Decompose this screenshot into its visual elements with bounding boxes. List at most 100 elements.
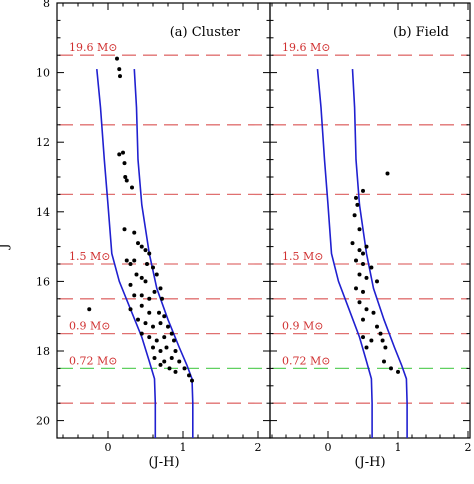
star-point bbox=[139, 303, 144, 308]
panel-field: (b) Field (J-H) 19.6 M⊙ 1.5 M⊙ 0.9 M⊙ 0.72 … bbox=[269, 2, 472, 470]
star-point bbox=[162, 359, 167, 364]
y-tick-label: 20 bbox=[36, 415, 50, 428]
star-point bbox=[154, 272, 159, 277]
x-tick-label: 0 bbox=[105, 441, 112, 454]
y-tick-label: 18 bbox=[36, 345, 50, 358]
star-point bbox=[364, 244, 369, 249]
star-point bbox=[117, 152, 122, 157]
star-point bbox=[375, 324, 379, 329]
star-point bbox=[157, 310, 161, 315]
star-point bbox=[124, 258, 129, 263]
star-point bbox=[166, 324, 170, 329]
y-tick-label: 10 bbox=[36, 67, 50, 80]
x-tick-label: 2 bbox=[465, 441, 472, 454]
star-point bbox=[357, 272, 362, 277]
star-point bbox=[151, 324, 155, 329]
panel-cluster-title: (a) Cluster bbox=[170, 25, 241, 40]
isochrone-right bbox=[351, 69, 408, 438]
star-point bbox=[364, 345, 369, 350]
star-point bbox=[357, 227, 362, 232]
isochrone-left bbox=[316, 69, 373, 438]
star-point bbox=[147, 296, 152, 301]
star-point bbox=[354, 286, 358, 291]
star-point bbox=[147, 310, 152, 315]
panel-field-x-label: (J-H) bbox=[354, 455, 385, 470]
y-tick-label: 8 bbox=[43, 0, 50, 10]
star-point bbox=[130, 185, 134, 190]
star-point bbox=[122, 227, 127, 232]
star-point bbox=[371, 310, 376, 315]
star-point bbox=[378, 331, 383, 336]
x-tick-label: 2 bbox=[255, 441, 262, 454]
star-point bbox=[152, 289, 157, 294]
star-point bbox=[361, 289, 365, 294]
star-point bbox=[115, 56, 119, 61]
star-point bbox=[118, 74, 122, 79]
star-point bbox=[147, 251, 152, 256]
star-point bbox=[160, 296, 164, 301]
y-axis-label: J bbox=[0, 243, 12, 250]
star-point bbox=[154, 338, 159, 343]
star-point bbox=[139, 275, 144, 280]
star-point bbox=[172, 338, 176, 343]
star-point bbox=[396, 369, 400, 374]
star-point bbox=[169, 331, 174, 336]
star-point bbox=[380, 338, 385, 343]
star-point bbox=[350, 241, 355, 246]
star-point bbox=[123, 175, 128, 179]
star-point bbox=[383, 345, 388, 350]
star-point bbox=[147, 335, 152, 340]
star-point bbox=[87, 307, 92, 312]
star-point bbox=[364, 275, 369, 280]
star-point bbox=[169, 355, 174, 360]
star-point bbox=[132, 230, 137, 235]
star-point bbox=[357, 300, 362, 305]
star-point bbox=[173, 349, 178, 353]
star-point bbox=[121, 150, 125, 155]
star-point bbox=[122, 161, 127, 166]
mass-label: 0.72 M⊙ bbox=[282, 354, 330, 367]
star-point bbox=[382, 359, 386, 364]
star-point bbox=[145, 262, 149, 266]
star-point bbox=[139, 293, 144, 298]
star-point bbox=[162, 335, 167, 340]
star-point bbox=[361, 262, 365, 266]
star-point bbox=[124, 178, 129, 183]
panel-cluster-frame bbox=[56, 2, 271, 439]
star-point bbox=[354, 195, 358, 200]
star-point bbox=[136, 317, 140, 322]
panel-cluster: (a) Cluster (J-H) 19.6 M⊙ 1.5 M⊙ 0.9 M⊙ 0.7… bbox=[56, 2, 271, 470]
star-point bbox=[139, 244, 144, 249]
star-point bbox=[385, 171, 390, 176]
star-point bbox=[136, 241, 140, 246]
mass-label: 19.6 M⊙ bbox=[69, 41, 117, 54]
star-point bbox=[369, 338, 374, 343]
star-point bbox=[361, 188, 365, 193]
star-point bbox=[158, 349, 163, 353]
y-tick-label: 16 bbox=[36, 275, 50, 288]
star-point bbox=[190, 378, 194, 383]
star-point bbox=[132, 293, 137, 298]
mass-label: 1.5 M⊙ bbox=[282, 250, 323, 263]
star-point bbox=[158, 286, 163, 291]
y-tick-label: 14 bbox=[36, 206, 50, 219]
star-point bbox=[152, 355, 157, 360]
star-point bbox=[352, 213, 357, 218]
star-point bbox=[357, 248, 362, 253]
mass-label: 0.72 M⊙ bbox=[69, 354, 117, 367]
star-point bbox=[162, 314, 167, 319]
star-point bbox=[128, 282, 133, 287]
star-point bbox=[355, 202, 360, 207]
mass-label: 1.5 M⊙ bbox=[69, 250, 110, 263]
isochrone-right bbox=[133, 69, 194, 438]
star-point bbox=[354, 258, 358, 263]
star-point bbox=[164, 345, 169, 350]
star-point bbox=[361, 317, 365, 322]
star-point bbox=[187, 373, 191, 378]
star-point bbox=[139, 331, 144, 336]
star-point bbox=[132, 258, 137, 263]
star-point bbox=[143, 321, 148, 326]
star-point bbox=[364, 307, 369, 312]
star-point bbox=[117, 67, 122, 72]
